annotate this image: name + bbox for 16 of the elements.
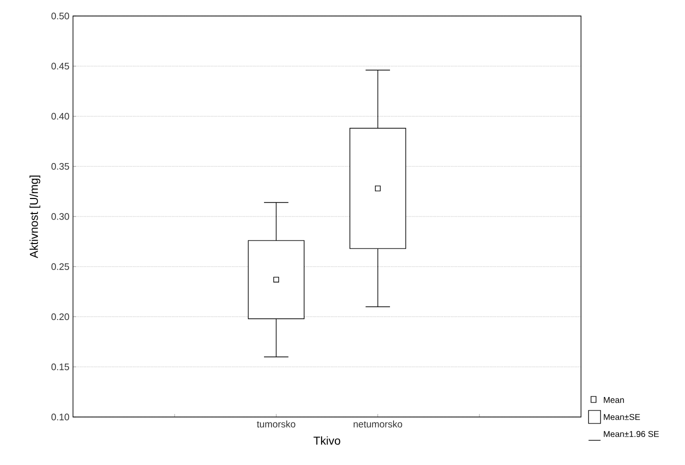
y-tick-label: 0.15	[51, 364, 70, 370]
text: Mean±1.96 SE	[604, 431, 659, 437]
y-tick-label: 0.10	[51, 414, 70, 420]
text: Mean±SE	[604, 414, 640, 420]
y-tick-label: 0.45	[51, 62, 70, 70]
y-axis-title: Aktivnost [U/mg]	[30, 176, 40, 258]
y-tick-label: 0.30	[51, 213, 70, 220]
x-axis-title: Tkivo	[314, 436, 340, 445]
x-tick-label: netumorsko	[354, 420, 402, 428]
y-tick-label: 0.20	[51, 313, 70, 320]
y-tick-label: 0.25	[51, 263, 70, 270]
y-tick-label: 0.35	[51, 163, 70, 170]
y-tick-label: 0.40	[51, 112, 70, 120]
y-tick-label: 0.50	[51, 12, 70, 20]
text: Mean	[604, 397, 624, 403]
x-tick-label: tumorsko	[256, 420, 296, 428]
